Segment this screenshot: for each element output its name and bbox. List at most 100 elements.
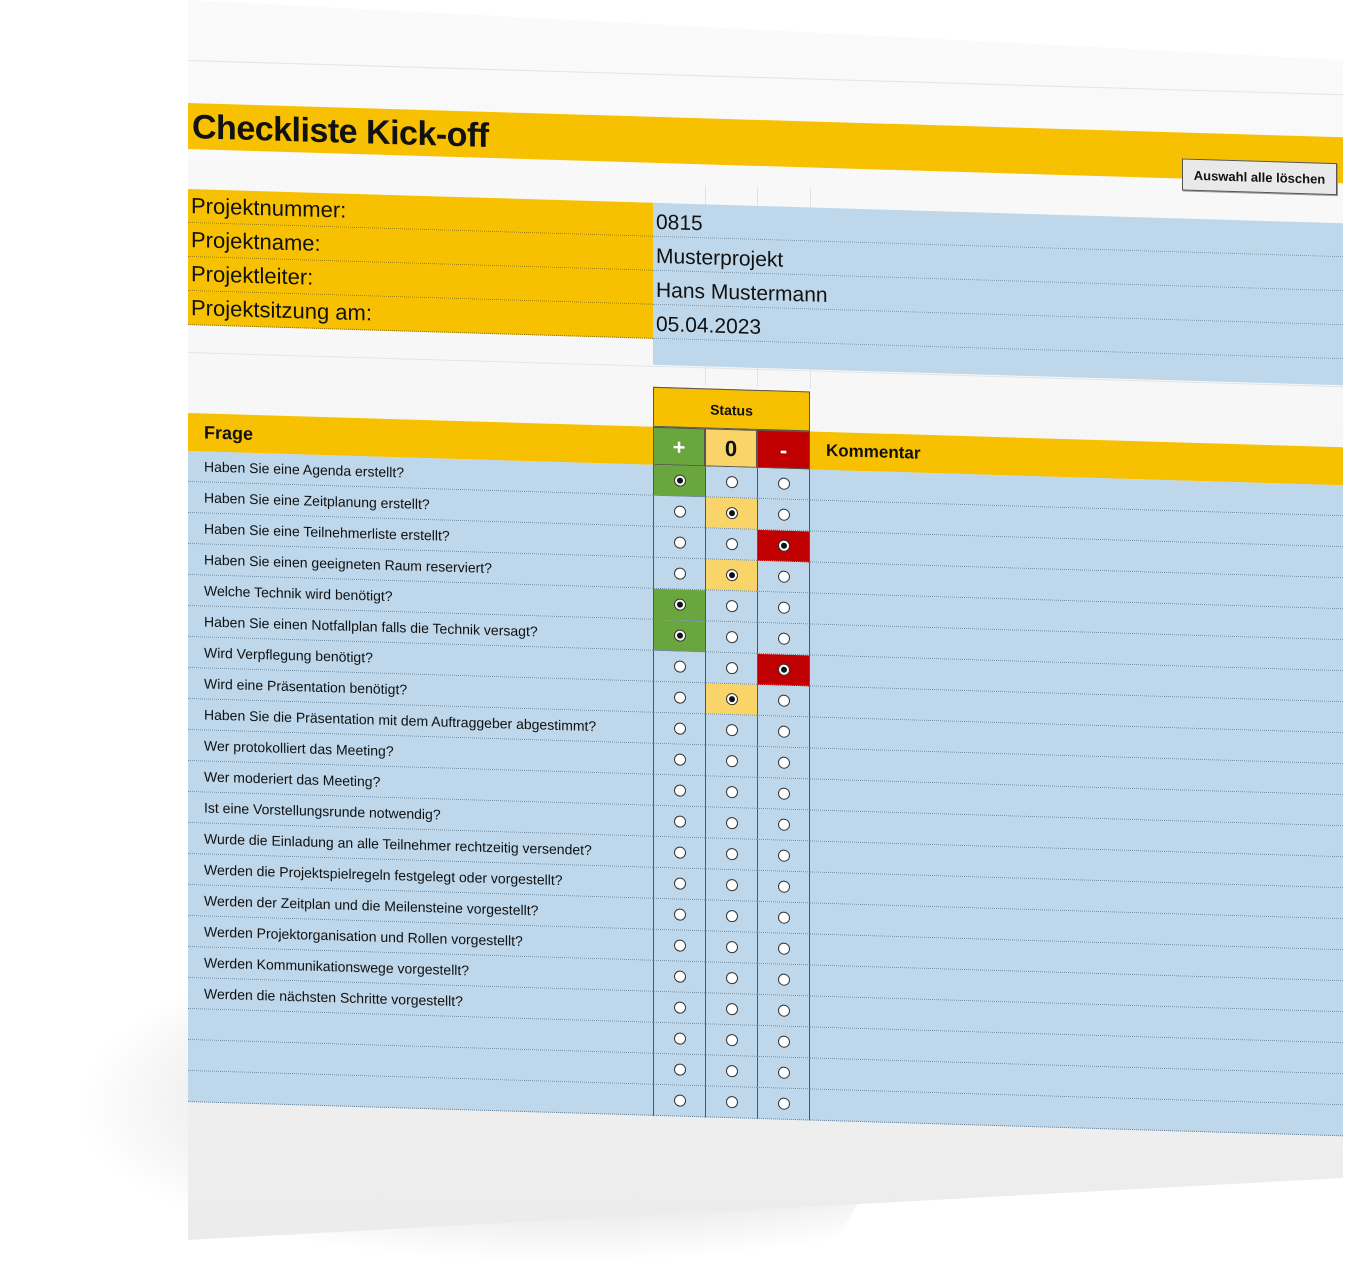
status-radio-button[interactable] <box>725 661 738 675</box>
status-plus-cell <box>653 1084 705 1118</box>
status-radio-button[interactable] <box>725 878 738 892</box>
status-minus-cell <box>757 963 810 997</box>
status-radio-button[interactable] <box>777 477 790 490</box>
status-radio-button[interactable] <box>777 818 790 831</box>
status-radio-button[interactable] <box>725 692 738 706</box>
status-radio-button[interactable] <box>725 754 738 768</box>
status-header: Status <box>653 386 810 432</box>
status-radio-button[interactable] <box>673 784 686 797</box>
status-radio-button[interactable] <box>777 942 790 955</box>
status-minus-cell <box>757 715 810 749</box>
status-neutral-cell <box>705 528 757 561</box>
status-radio-button[interactable] <box>725 1002 738 1016</box>
status-plus-cell <box>653 836 705 870</box>
status-radio-button[interactable] <box>777 570 790 583</box>
status-radio-button[interactable] <box>777 1035 790 1048</box>
spreadsheet-page: Checkliste Kick-off Auswahl alle löschen… <box>188 0 1343 1240</box>
status-plus-cell <box>653 557 705 591</box>
status-plus-cell <box>653 929 705 963</box>
status-neutral-cell <box>705 993 757 1026</box>
status-minus-cell <box>757 1025 810 1059</box>
status-radio-button[interactable] <box>673 629 686 642</box>
status-neutral-cell <box>705 745 757 778</box>
status-radio-button[interactable] <box>777 632 790 645</box>
status-radio-button[interactable] <box>673 846 686 859</box>
status-radio-button[interactable] <box>777 601 790 614</box>
status-plus-cell <box>653 681 705 715</box>
status-plus-cell <box>653 743 705 777</box>
status-radio-button[interactable] <box>777 756 790 769</box>
status-radio-button[interactable] <box>777 539 790 552</box>
status-radio-button[interactable] <box>673 536 686 549</box>
status-neutral-cell <box>705 962 757 995</box>
status-neutral-cell <box>705 838 757 871</box>
status-plus-cell <box>653 805 705 839</box>
status-radio-button[interactable] <box>725 940 738 954</box>
clear-all-selection-button[interactable]: Auswahl alle löschen <box>1182 158 1337 196</box>
status-radio-button[interactable] <box>777 911 790 924</box>
status-radio-button[interactable] <box>725 847 738 861</box>
status-plus-cell <box>653 526 705 560</box>
status-radio-button[interactable] <box>725 1033 738 1047</box>
status-radio-button[interactable] <box>725 599 738 613</box>
status-radio-button[interactable] <box>673 877 686 890</box>
status-radio-button[interactable] <box>777 1004 790 1017</box>
status-radio-button[interactable] <box>725 816 738 830</box>
status-radio-button[interactable] <box>725 537 738 551</box>
status-minus-cell <box>757 498 810 532</box>
status-radio-button[interactable] <box>777 508 790 521</box>
status-plus-cell <box>653 1053 705 1087</box>
status-radio-button[interactable] <box>725 971 738 985</box>
status-radio-button[interactable] <box>725 909 738 923</box>
status-neutral-cell <box>705 1055 757 1088</box>
status-minus-cell <box>757 560 810 594</box>
status-radio-button[interactable] <box>777 787 790 800</box>
status-radio-button[interactable] <box>777 1066 790 1079</box>
status-plus-cell <box>653 495 705 529</box>
status-radio-button[interactable] <box>725 723 738 737</box>
status-radio-button[interactable] <box>777 725 790 738</box>
status-radio-button[interactable] <box>673 598 686 611</box>
status-radio-button[interactable] <box>673 660 686 673</box>
status-neutral-cell <box>705 1086 757 1119</box>
status-radio-button[interactable] <box>777 694 790 707</box>
status-radio-button[interactable] <box>673 474 686 487</box>
status-neutral-cell <box>705 714 757 747</box>
status-radio-button[interactable] <box>725 1095 738 1109</box>
status-radio-button[interactable] <box>673 691 686 704</box>
status-radio-button[interactable] <box>725 506 738 520</box>
status-radio-button[interactable] <box>777 880 790 893</box>
status-minus-cell <box>757 870 810 904</box>
status-radio-button[interactable] <box>673 939 686 952</box>
status-plus-cell <box>653 774 705 808</box>
status-minus-cell <box>757 808 810 842</box>
status-radio-button[interactable] <box>673 567 686 580</box>
status-radio-button[interactable] <box>725 568 738 582</box>
status-radio-button[interactable] <box>673 908 686 921</box>
status-radio-button[interactable] <box>673 505 686 518</box>
status-radio-button[interactable] <box>725 630 738 644</box>
status-radio-button[interactable] <box>725 1064 738 1078</box>
status-radio-button[interactable] <box>673 1032 686 1045</box>
status-radio-button[interactable] <box>777 663 790 676</box>
status-plus-cell <box>653 464 705 498</box>
status-radio-button[interactable] <box>777 1097 790 1110</box>
status-radio-button[interactable] <box>673 1063 686 1076</box>
status-radio-button[interactable] <box>673 970 686 983</box>
status-radio-button[interactable] <box>673 753 686 766</box>
status-neutral-cell <box>705 931 757 964</box>
status-radio-button[interactable] <box>725 475 738 489</box>
status-radio-button[interactable] <box>673 1094 686 1107</box>
status-radio-button[interactable] <box>777 973 790 986</box>
status-neutral-cell <box>705 869 757 902</box>
status-radio-button[interactable] <box>673 815 686 828</box>
status-plus-cell <box>653 712 705 746</box>
status-radio-button[interactable] <box>777 849 790 862</box>
status-minus-cell <box>757 839 810 873</box>
status-radio-button[interactable] <box>673 722 686 735</box>
status-neutral-cell <box>705 466 757 499</box>
status-radio-button[interactable] <box>673 1001 686 1014</box>
sheet-content: Checkliste Kick-off Auswahl alle löschen… <box>188 0 1343 1240</box>
status-minus-cell <box>757 777 810 811</box>
status-radio-button[interactable] <box>725 785 738 799</box>
